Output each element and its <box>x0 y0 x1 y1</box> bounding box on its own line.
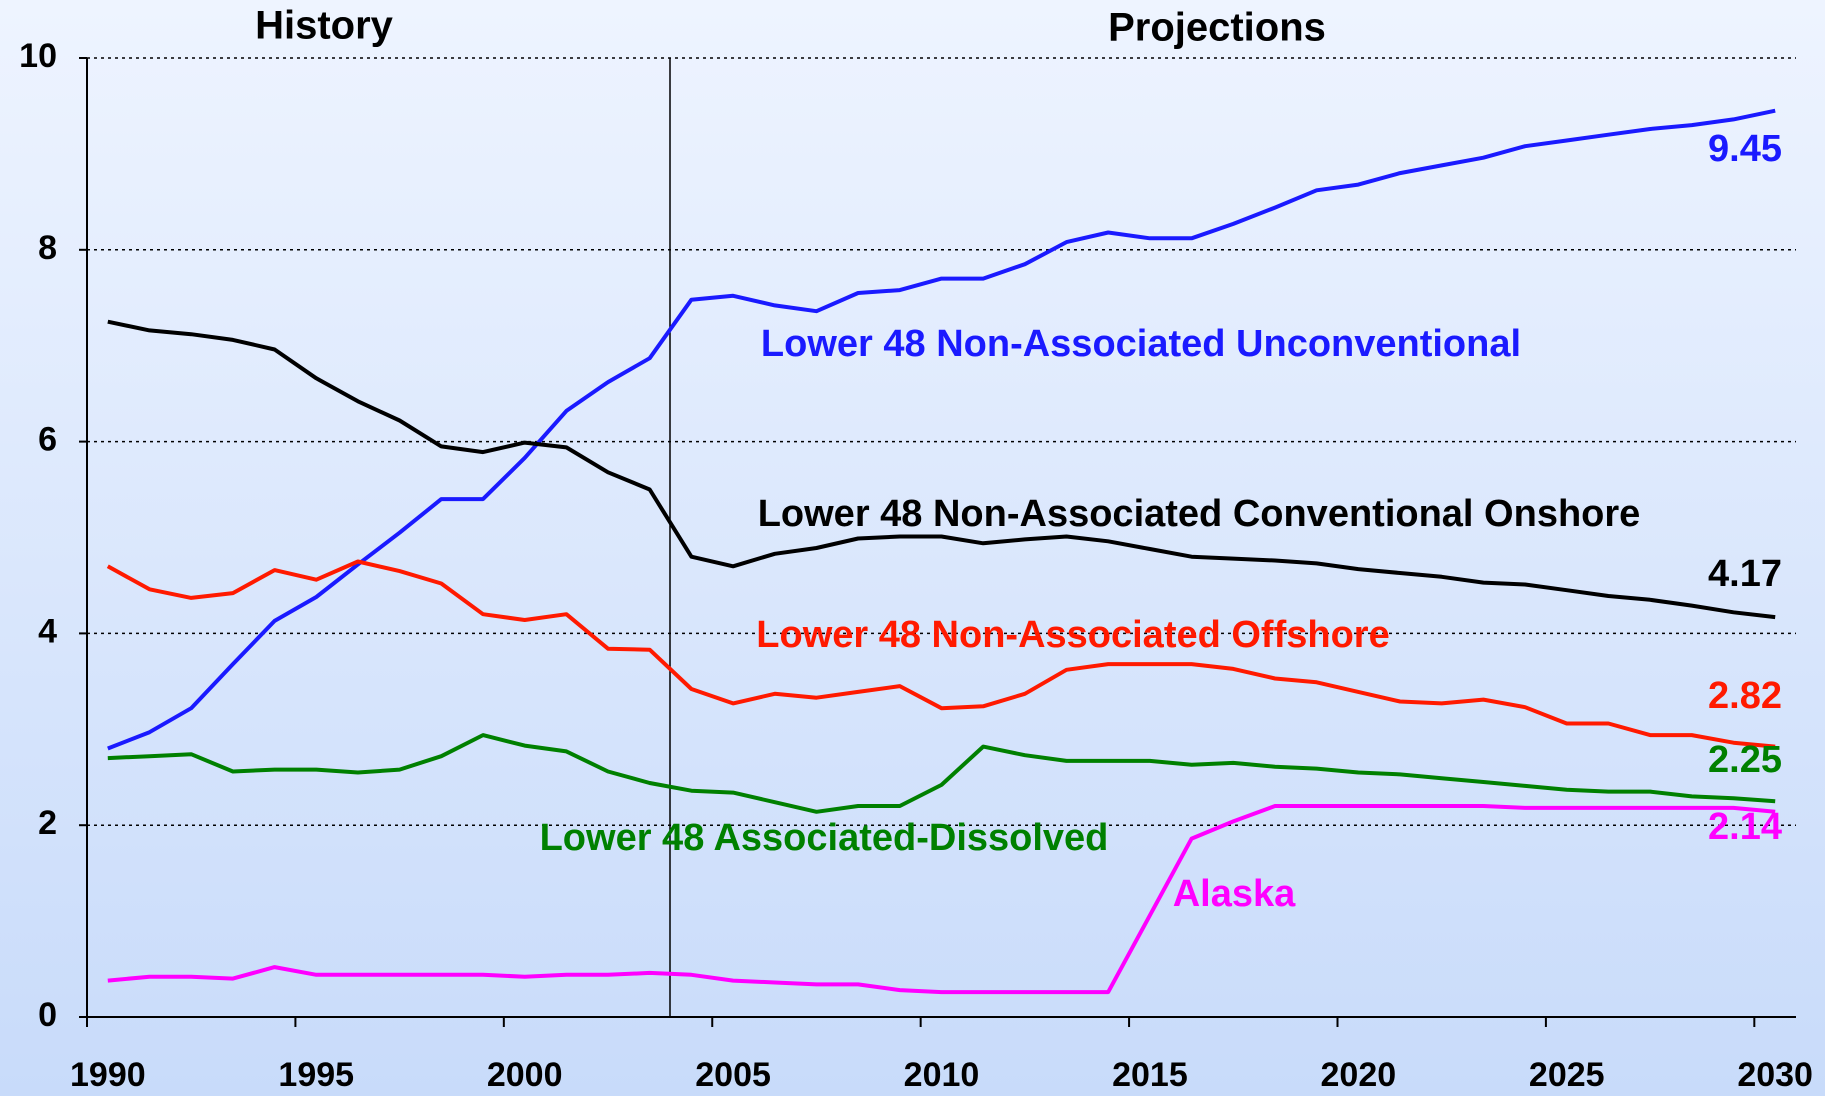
end-value-label: 2.82 <box>1708 675 1782 717</box>
series-label: Lower 48 Non-Associated Unconventional <box>761 323 1521 365</box>
series-line <box>107 804 1776 995</box>
x-tick-label: 2030 <box>1737 1056 1813 1094</box>
end-value-label: 9.45 <box>1708 128 1782 170</box>
x-tick-label: 2020 <box>1321 1056 1397 1094</box>
x-tick-label: 1990 <box>70 1056 146 1094</box>
y-tick-label: 10 <box>19 37 57 75</box>
y-tick-label: 0 <box>38 996 57 1034</box>
series-label: Lower 48 Non-Associated Offshore <box>756 614 1389 656</box>
y-tick-label: 4 <box>38 612 57 650</box>
x-tick-label: 1995 <box>278 1056 354 1094</box>
x-tick-label: 2000 <box>487 1056 563 1094</box>
end-value-label: 4.17 <box>1708 553 1782 595</box>
end-value-label: 2.25 <box>1708 739 1782 781</box>
x-tick-label: 2015 <box>1112 1056 1188 1094</box>
x-tick-label: 2005 <box>695 1056 771 1094</box>
y-tick-label: 2 <box>38 804 57 842</box>
end-value-label: 2.14 <box>1708 806 1782 848</box>
x-tick-label: 2010 <box>904 1056 980 1094</box>
y-tick-label: 8 <box>38 229 57 267</box>
series-line <box>107 319 1776 620</box>
series-line <box>107 733 1776 814</box>
x-tick-label: 2025 <box>1529 1056 1605 1094</box>
series-label: Alaska <box>1173 873 1296 915</box>
series-label: Lower 48 Non-Associated Conventional Ons… <box>758 493 1641 535</box>
series-line <box>107 108 1776 751</box>
y-tick-label: 6 <box>38 421 57 459</box>
series-line <box>106 559 1776 749</box>
history-label: History <box>255 4 394 48</box>
projections-label: Projections <box>1108 6 1326 50</box>
series-label: Lower 48 Associated-Dissolved <box>540 817 1109 859</box>
